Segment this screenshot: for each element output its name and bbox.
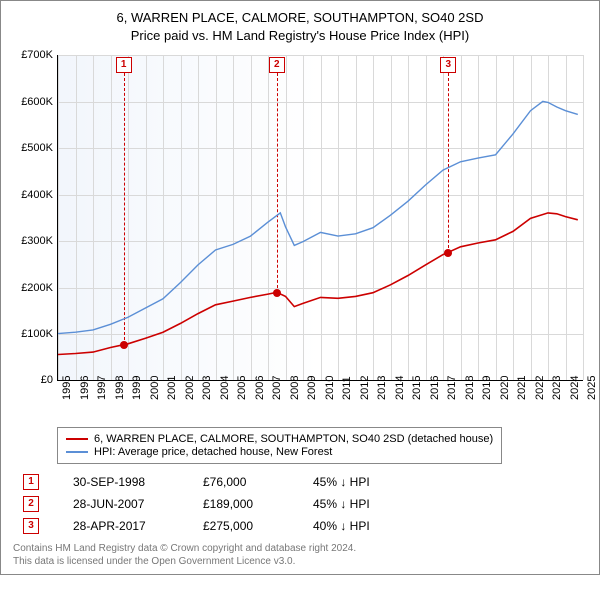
sale-price: £275,000 — [203, 519, 313, 533]
legend: 6, WARREN PLACE, CALMORE, SOUTHAMPTON, S… — [57, 427, 502, 464]
sale-point — [273, 289, 281, 297]
y-axis-label: £0 — [11, 374, 53, 386]
legend-swatch — [66, 451, 88, 453]
sale-point — [120, 341, 128, 349]
sale-marker: 3 — [440, 57, 456, 73]
legend-label: HPI: Average price, detached house, New … — [94, 446, 332, 458]
sales-row: 1 30-SEP-1998 £76,000 45% ↓ HPI — [23, 474, 589, 490]
sale-price: £76,000 — [203, 475, 313, 489]
sale-date: 28-APR-2017 — [73, 519, 203, 533]
chart-card: 6, WARREN PLACE, CALMORE, SOUTHAMPTON, S… — [0, 0, 600, 575]
footer-line: This data is licensed under the Open Gov… — [13, 555, 589, 568]
legend-label: 6, WARREN PLACE, CALMORE, SOUTHAMPTON, S… — [94, 433, 493, 445]
x-axis-label: 2025 — [586, 376, 600, 400]
sale-marker: 2 — [269, 57, 285, 73]
sale-date: 30-SEP-1998 — [73, 475, 203, 489]
title-line-1: 6, WARREN PLACE, CALMORE, SOUTHAMPTON, S… — [11, 9, 589, 27]
sales-row: 3 28-APR-2017 £275,000 40% ↓ HPI — [23, 518, 589, 534]
sale-marker: 1 — [116, 57, 132, 73]
y-axis-label: £200K — [11, 282, 53, 294]
sales-row: 2 28-JUN-2007 £189,000 45% ↓ HPI — [23, 496, 589, 512]
sale-price: £189,000 — [203, 497, 313, 511]
y-axis-label: £100K — [11, 328, 53, 340]
title-line-2: Price paid vs. HM Land Registry's House … — [11, 27, 589, 45]
y-axis-label: £400K — [11, 189, 53, 201]
legend-item: HPI: Average price, detached house, New … — [66, 446, 493, 458]
sale-marker-box: 2 — [23, 496, 39, 512]
y-axis-label: £700K — [11, 49, 53, 61]
sale-delta: 45% ↓ HPI — [313, 497, 413, 511]
plot-area: 1 2 3 — [57, 55, 583, 381]
sale-date: 28-JUN-2007 — [73, 497, 203, 511]
series-layer — [58, 55, 583, 380]
y-axis-label: £500K — [11, 142, 53, 154]
footer: Contains HM Land Registry data © Crown c… — [11, 542, 589, 568]
legend-swatch — [66, 438, 88, 440]
y-axis-label: £600K — [11, 96, 53, 108]
sale-marker-box: 3 — [23, 518, 39, 534]
y-axis-label: £300K — [11, 235, 53, 247]
sale-point — [444, 249, 452, 257]
chart: 1 2 3 £0 £100K £200K £300K £400K £500K £600K £700… — [11, 51, 589, 421]
sale-delta: 45% ↓ HPI — [313, 475, 413, 489]
sale-delta: 40% ↓ HPI — [313, 519, 413, 533]
legend-item: 6, WARREN PLACE, CALMORE, SOUTHAMPTON, S… — [66, 433, 493, 445]
sale-marker-box: 1 — [23, 474, 39, 490]
sales-table: 1 30-SEP-1998 £76,000 45% ↓ HPI 2 28-JUN… — [23, 474, 589, 534]
footer-line: Contains HM Land Registry data © Crown c… — [13, 542, 589, 555]
